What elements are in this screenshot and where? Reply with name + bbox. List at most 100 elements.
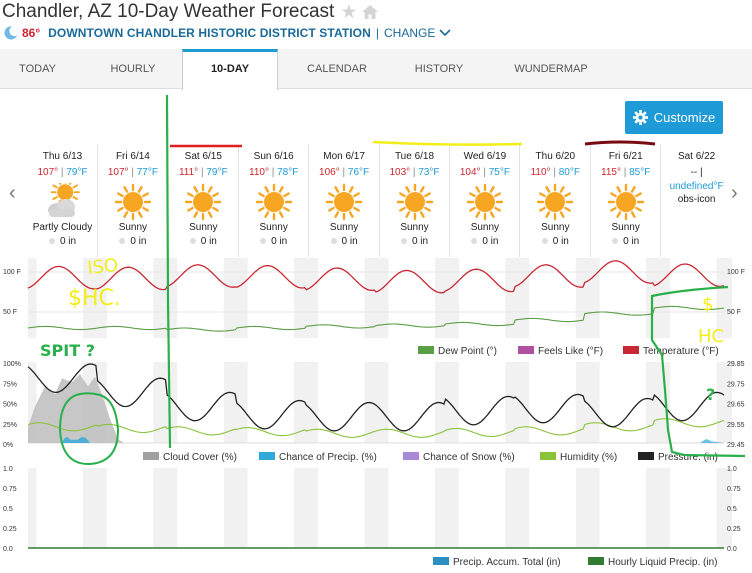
night-band bbox=[28, 258, 37, 338]
night-band bbox=[239, 258, 248, 338]
night-band bbox=[309, 362, 319, 443]
day-temps: 104° | 75°F bbox=[459, 167, 510, 178]
day-precip-amount: 0 in bbox=[482, 236, 499, 247]
page-title: Chandler, AZ 10-Day Weather Forecast bbox=[2, 1, 335, 22]
day-precip: 0 in bbox=[239, 236, 308, 248]
tab-bar: TODAY HOURLY 10-DAY CALENDAR HISTORY WUN… bbox=[0, 49, 752, 90]
day-low: 80°F bbox=[558, 167, 580, 178]
rain-drop-icon bbox=[48, 238, 55, 245]
tab-today[interactable]: TODAY bbox=[19, 63, 56, 75]
day-low: 78°F bbox=[277, 167, 299, 178]
legend-label: Hourly Liquid Precip. (in) bbox=[608, 557, 718, 568]
night-band bbox=[364, 258, 380, 338]
day-card[interactable]: Thu 6/20 110° | 80°F Sunny 0 in bbox=[521, 145, 591, 257]
day-precip: 0 in bbox=[450, 236, 519, 248]
night-band bbox=[168, 468, 178, 548]
tab-history[interactable]: HISTORY bbox=[414, 63, 464, 75]
pressure-tick-label: 29.55 bbox=[727, 422, 745, 429]
prev-days-arrow[interactable]: ‹ bbox=[9, 182, 16, 204]
day-card[interactable]: Fri 6/21 115° | 85°F Sunny 0 in bbox=[591, 145, 662, 257]
tab-10-day[interactable]: 10-DAY bbox=[182, 49, 278, 90]
partly-cloudy-icon bbox=[47, 183, 80, 217]
legend-swatch bbox=[433, 557, 449, 565]
day-high: 107° bbox=[37, 167, 59, 178]
day-precip-amount: 0 in bbox=[130, 236, 147, 247]
night-band bbox=[168, 362, 178, 443]
legend-label: Precip. Accum. Total (in) bbox=[453, 557, 561, 568]
night-band bbox=[82, 258, 99, 338]
night-band bbox=[505, 362, 521, 443]
day-temps: 110° | 80°F bbox=[530, 167, 580, 178]
tab-wundermap[interactable]: WUNDERMAP bbox=[514, 63, 588, 75]
day-date: Sun 6/16 bbox=[253, 151, 294, 162]
day-temps: 106° | 76°F bbox=[319, 167, 370, 178]
day-date: Thu 6/20 bbox=[535, 151, 576, 162]
legend-swatch bbox=[143, 452, 159, 460]
night-band bbox=[520, 258, 530, 338]
night-band bbox=[98, 468, 107, 548]
cloud-cover-area bbox=[28, 374, 124, 443]
chevron-down-icon[interactable] bbox=[439, 29, 451, 37]
day-card[interactable]: Tue 6/18 103° | 73°F Sunny 0 in bbox=[380, 145, 450, 257]
sun-icon bbox=[185, 183, 222, 221]
legend-label: Chance of Snow (%) bbox=[423, 452, 515, 463]
night-band bbox=[591, 468, 600, 548]
day-card[interactable]: Mon 6/17 106° | 76°F Sunny 0 in bbox=[310, 145, 380, 257]
night-band bbox=[28, 468, 37, 548]
day-card[interactable]: Sun 6/16 110° | 78°F Sunny 0 in bbox=[239, 145, 310, 257]
customize-label: Customize bbox=[653, 110, 716, 125]
cloud-tick-label: 100% bbox=[3, 361, 21, 368]
day-high: 106° bbox=[319, 167, 340, 178]
change-station-link[interactable]: CHANGE bbox=[384, 26, 436, 40]
cloud-tick-label: 50% bbox=[3, 402, 17, 409]
next-days-arrow[interactable]: › bbox=[731, 182, 738, 204]
night-band bbox=[575, 362, 592, 443]
night-band bbox=[434, 362, 451, 443]
pressure-tick-label: 29.65 bbox=[727, 402, 745, 409]
station-name[interactable]: DOWNTOWN CHANDLER HISTORIC DISTRICT STAT… bbox=[48, 26, 371, 40]
night-band bbox=[520, 362, 530, 443]
day-precip: 0 in bbox=[98, 236, 167, 248]
night-band bbox=[309, 468, 319, 548]
legend-label: Pressure. (in) bbox=[658, 452, 718, 463]
precip-tick-label: 0.25 bbox=[3, 526, 17, 533]
rain-drop-icon bbox=[612, 238, 619, 245]
rain-drop-icon bbox=[330, 238, 337, 245]
night-band bbox=[646, 362, 662, 443]
day-card[interactable]: Sat 6/15 111° | 79°F Sunny 0 in bbox=[169, 145, 239, 257]
day-card[interactable]: Fri 6/14 107° | 77°F Sunny 0 in bbox=[98, 145, 169, 257]
customize-button[interactable]: Customize bbox=[625, 101, 723, 134]
night-band bbox=[434, 468, 451, 548]
day-temps: 115° | 85°F bbox=[601, 167, 651, 178]
day-high: 115° bbox=[601, 167, 621, 178]
home-icon[interactable] bbox=[362, 5, 379, 19]
tab-calendar[interactable]: CALENDAR bbox=[307, 63, 367, 75]
legend-swatch bbox=[403, 452, 419, 460]
night-band bbox=[450, 362, 459, 443]
night-band bbox=[520, 468, 530, 548]
day-condition: Sunny bbox=[400, 222, 429, 233]
day-date: Sat 6/22 bbox=[677, 151, 716, 162]
day-low: 73°F bbox=[418, 167, 440, 178]
day-date: Wed 6/19 bbox=[463, 151, 507, 162]
day-low: 75°F bbox=[488, 167, 510, 178]
rain-drop-icon bbox=[471, 238, 478, 245]
day-temps: 110° | 78°F bbox=[249, 167, 299, 178]
current-temperature: 86° bbox=[22, 26, 41, 40]
day-card[interactable]: Wed 6/19 104° | 75°F Sunny 0 in bbox=[450, 145, 521, 257]
tab-hourly[interactable]: HOURLY bbox=[110, 63, 156, 75]
day-high: 111° bbox=[178, 167, 199, 178]
gear-icon bbox=[632, 110, 648, 125]
night-band bbox=[153, 258, 169, 338]
night-band bbox=[661, 468, 671, 548]
precip-tick-label: 0.25 bbox=[727, 526, 741, 533]
night-band bbox=[168, 258, 178, 338]
day-card[interactable]: Thu 6/13 107° | 79°F Partly Cloudy 0 in bbox=[28, 145, 98, 257]
day-condition: Partly Cloudy bbox=[32, 222, 93, 233]
day-condition: Sunny bbox=[329, 222, 359, 233]
precip-tick-label: 0.0 bbox=[727, 546, 737, 553]
day-date: Fri 6/14 bbox=[115, 151, 150, 162]
favorite-star-icon[interactable]: ★ bbox=[340, 1, 358, 23]
day-card[interactable]: Sat 6/22 -- | undefined°F obs-icon bbox=[662, 145, 732, 257]
legend-swatch bbox=[418, 346, 434, 354]
